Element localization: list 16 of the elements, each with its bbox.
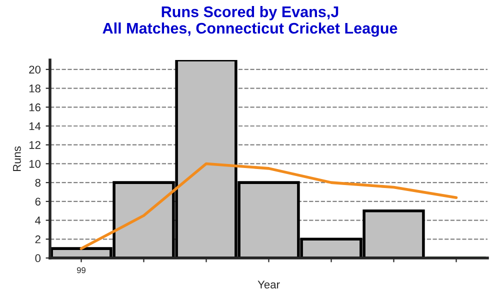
y-tick-label: 18 [29,84,40,92]
y-tick-label: 12 [29,141,40,149]
y-tick-label: 8 [35,178,40,187]
line-series [80,162,458,250]
y-tick-label: 20 [29,66,41,74]
y-axis-title: Runs [13,146,21,172]
y-tick-label: 6 [35,198,40,206]
x-axis-title: Year [258,280,280,289]
chart-title: Runs Scored by Evans,J All Matches, Connecticut Cricket League [102,6,398,37]
x-tick-label: 99 [77,267,86,274]
y-tick-label: 4 [35,216,41,224]
y-tick-label: 16 [29,103,40,112]
y-tick-label: 0 [35,254,41,262]
y-tick-label: 14 [29,122,41,130]
y-tick-label: 2 [35,235,40,244]
y-tick-label: 10 [29,160,41,168]
